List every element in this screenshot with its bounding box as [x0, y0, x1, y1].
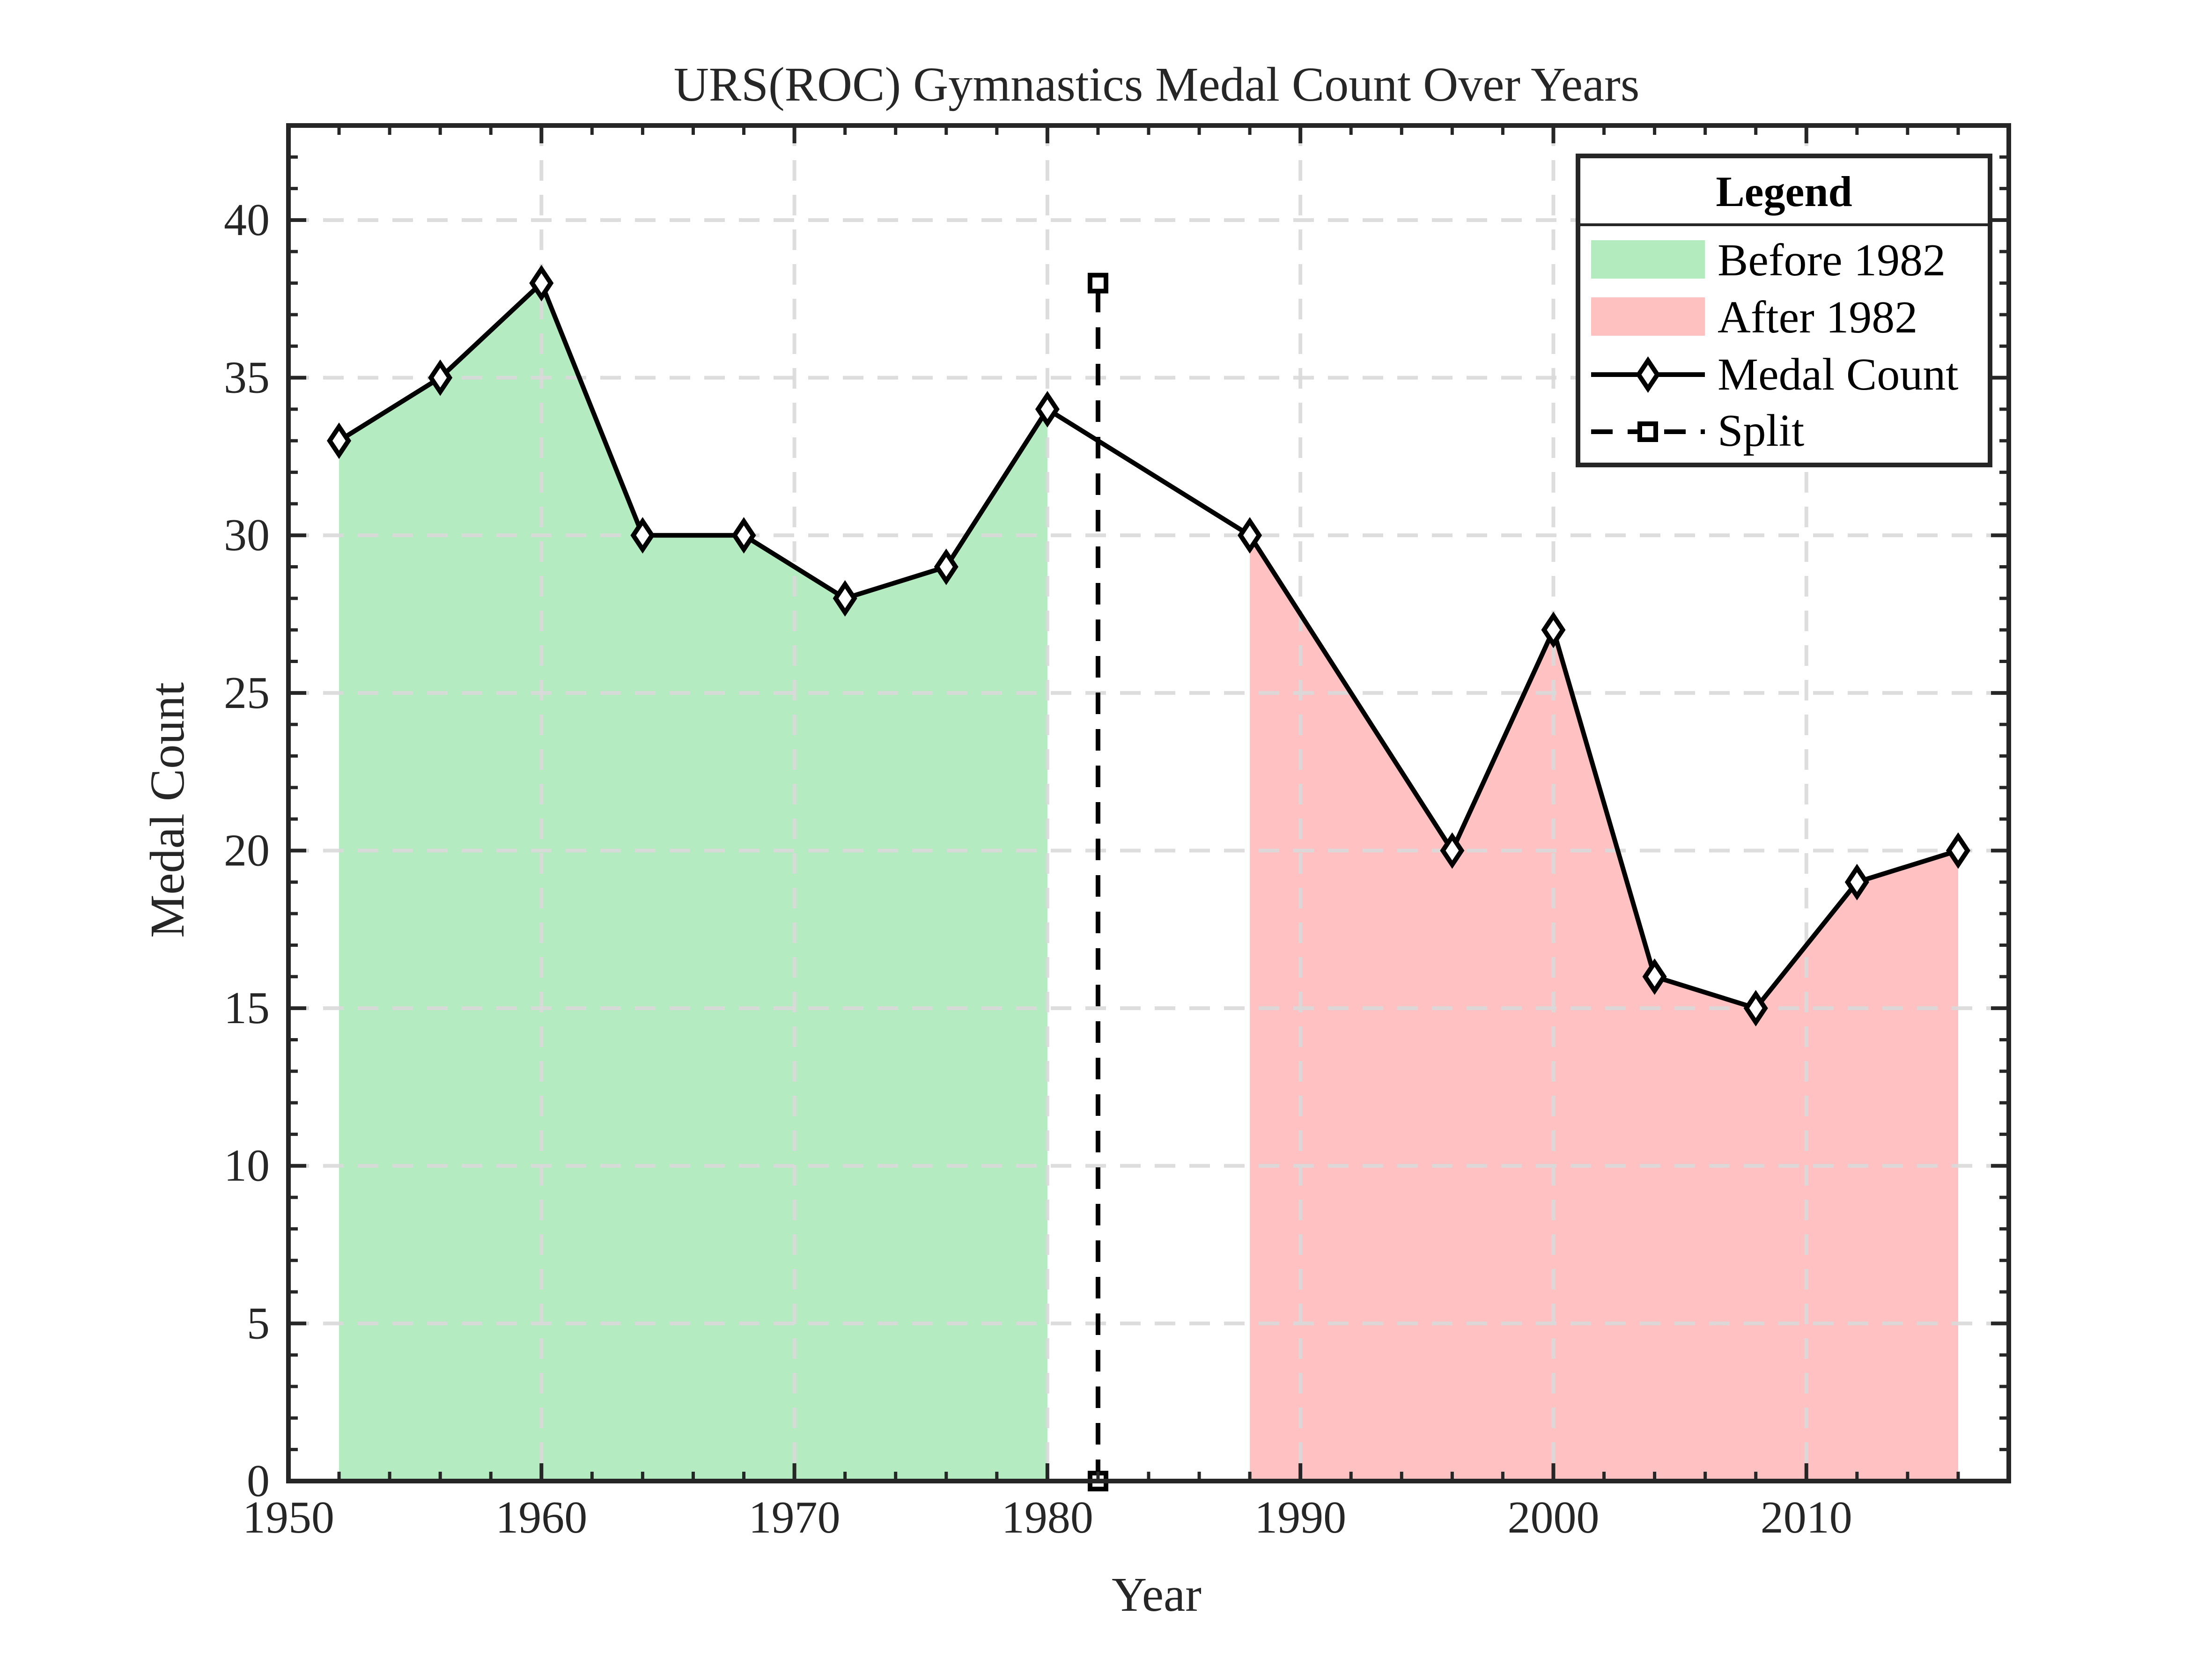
- area-fill-before: [339, 283, 1047, 1481]
- y-tick-label: 15: [224, 983, 270, 1033]
- data-point-marker: [934, 548, 959, 585]
- data-point-marker: [1743, 990, 1768, 1027]
- x-tick-label: 1950: [243, 1492, 334, 1543]
- y-tick-label: 25: [224, 668, 270, 718]
- split-marker: [1087, 273, 1108, 294]
- data-point-marker: [1642, 958, 1667, 995]
- legend-square-marker: [1637, 421, 1658, 442]
- x-axis-label: Year: [1112, 1568, 1202, 1622]
- legend-label-before: Before 1982: [1718, 235, 1946, 286]
- data-point-marker: [1238, 517, 1262, 554]
- legend-swatch-before: [1591, 240, 1705, 279]
- x-tick-label: 1960: [495, 1492, 587, 1543]
- legend-label-medal: Medal Count: [1718, 349, 1958, 400]
- medal-count-series: [327, 265, 1970, 1027]
- y-tick-label: 35: [224, 353, 270, 403]
- x-tick-label: 1990: [1254, 1492, 1346, 1543]
- tick-labels: 1950 1960 1970 1980 1990 2000 2010 0 5 10 15 20 25 30…: [224, 195, 1852, 1543]
- legend-label-after: After 1982: [1718, 292, 1917, 343]
- x-tick-label: 1980: [1002, 1492, 1093, 1543]
- data-point-marker: [428, 359, 453, 396]
- x-tick-label: 2000: [1507, 1492, 1599, 1543]
- x-tick-label: 1970: [749, 1492, 841, 1543]
- x-tick-label: 2010: [1761, 1492, 1852, 1543]
- y-tick-label: 40: [224, 195, 270, 245]
- data-point-marker: [1541, 612, 1566, 649]
- legend: Legend Before 1982 After 1982 Medal Coun…: [1576, 154, 1992, 467]
- data-point-marker: [327, 422, 352, 459]
- area-fill-after: [1250, 535, 1958, 1481]
- legend-label-split: Split: [1718, 406, 1804, 456]
- y-tick-label: 20: [224, 825, 270, 876]
- y-tick-label: 0: [247, 1456, 270, 1506]
- data-point-marker: [1440, 832, 1465, 869]
- data-point-marker: [1844, 863, 1869, 900]
- y-tick-label: 5: [247, 1298, 270, 1349]
- chart-title: URS(ROC) Gymnastics Medal Count Over Yea…: [674, 58, 1640, 111]
- data-point-marker: [630, 517, 655, 554]
- area-fills: [339, 283, 1958, 1481]
- axes-frame: [286, 123, 2011, 1483]
- data-point-marker: [529, 265, 554, 302]
- legend-swatch-after: [1591, 297, 1705, 336]
- legend-diamond-marker: [1636, 356, 1660, 393]
- data-point-marker: [731, 517, 756, 554]
- legend-title: Legend: [1716, 168, 1852, 215]
- y-axis-label: Medal Count: [140, 682, 194, 938]
- y-tick-label: 30: [224, 510, 270, 560]
- data-point-marker: [833, 580, 857, 617]
- data-point-marker: [1035, 391, 1060, 428]
- data-point-marker: [1946, 832, 1970, 869]
- y-tick-label: 10: [224, 1141, 270, 1191]
